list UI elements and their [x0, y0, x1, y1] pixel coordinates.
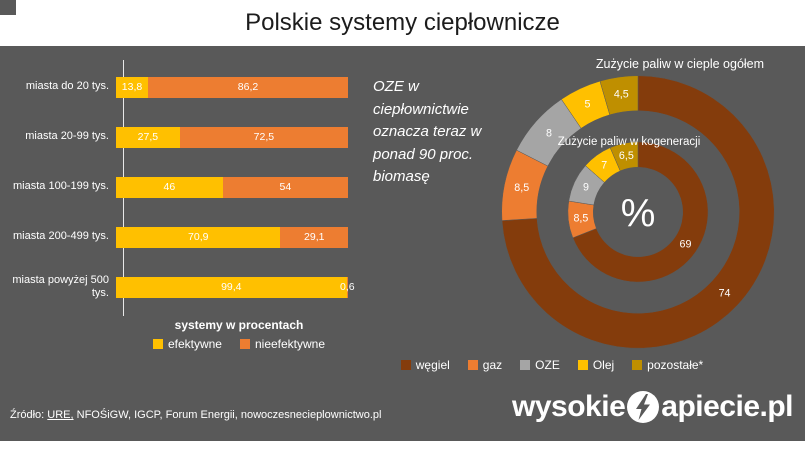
donut-legend-item: OZE: [520, 358, 560, 372]
bar-segment-efektywne: 27,5: [116, 126, 180, 148]
legend-swatch-Olej: [577, 360, 588, 370]
bar-row: miasta do 20 tys. 13,8 86,2: [8, 62, 364, 112]
donut-inner-title: Zużycie paliw w kogeneracji: [557, 136, 701, 148]
legend-item-nieefektywne: nieefektywne: [239, 337, 326, 351]
bar-value-label: 54: [279, 181, 292, 193]
bar-track: 46 54: [116, 176, 348, 198]
bottom-strip: [0, 441, 805, 449]
bar-chart: miasta do 20 tys. 13,8 86,2 miasta 20-99 ty…: [8, 56, 370, 356]
bar-segment-efektywne: 70,9: [116, 226, 281, 248]
bar-category-label: miasta 200-499 tys.: [13, 230, 109, 243]
legend-item-efektywne: efektywne: [152, 337, 222, 351]
donut-segment-węgiel: [501, 75, 775, 349]
bar-segment-efektywne: 46: [116, 176, 223, 198]
donut-legend-label: węgiel: [415, 358, 450, 372]
donut-segment-label: 69: [680, 238, 692, 250]
donut-segment-label: 7: [601, 160, 607, 172]
bar-chart-xlabel: systemy w procentach: [174, 318, 304, 332]
legend-label-nieefektywne: nieefektywne: [254, 337, 326, 351]
title-bar: Polskie systemy ciepłownicze: [0, 0, 805, 46]
lightning-circle-icon: [627, 391, 660, 423]
donut-segment-label: 4,5: [614, 88, 629, 100]
donut-legend-item: gaz: [467, 358, 503, 372]
donut-segment-węgiel: [572, 141, 709, 283]
bar-segment-efektywne: 99,4: [116, 276, 347, 298]
legend-swatch-pozostałe: [632, 360, 643, 370]
bar-value-label: 86,2: [237, 81, 259, 93]
bar-category-label: miasta powyżej 500 tys.: [12, 273, 109, 299]
bar-value-label: 70,9: [188, 231, 209, 243]
donut-segment-label: 9: [583, 182, 589, 194]
corner-decoration: [0, 0, 16, 15]
bar-track: 13,8 86,2: [116, 76, 348, 98]
bar-segment-nieefektywne: 0,6: [340, 276, 355, 298]
legend-label-efektywne: efektywne: [167, 337, 222, 351]
legend-swatch-nieefektywne: [239, 339, 250, 349]
bar-category-label: miasta do 20 tys.: [25, 80, 109, 93]
bar-segment-nieefektywne: 72,5: [179, 126, 348, 148]
legend-swatch-efektywne: [152, 339, 163, 349]
donut-legend-label: OZE: [535, 358, 560, 372]
bar-segment-nieefektywne: 54: [222, 176, 348, 198]
donut-center-label: %: [621, 192, 656, 235]
logo-text-left: wysokie: [512, 390, 626, 423]
donut-segment-pozostałe: [609, 141, 639, 172]
bar-rows: miasta do 20 tys. 13,8 86,2 miasta 20-99 ty…: [8, 62, 364, 312]
donut-segment-label: 6,5: [619, 150, 634, 162]
bar-category-label: miasta 100-199 tys.: [13, 180, 109, 193]
bar-row: miasta 100-199 tys. 46 54: [8, 162, 364, 212]
donut-segment-label: 8,5: [514, 182, 529, 194]
bar-segment-nieefektywne: 86,2: [148, 76, 348, 98]
bar-row: miasta powyżej 500 tys. 99,4 0,6: [8, 262, 364, 312]
bar-value-label: 72,5: [253, 131, 275, 143]
insight-text: OZE w ciepłownictwie oznacza teraz w pon…: [373, 78, 482, 185]
source-rest: NFOŚiGW, IGCP, Forum Energii, nowoczesne…: [73, 409, 382, 421]
donut-segment-label: 8: [546, 127, 552, 139]
bar-row: miasta 20-99 tys. 27,5 72,5: [8, 112, 364, 162]
donut-outer-title: Zużycie paliw w cieple ogółem: [595, 57, 765, 71]
donut-segment-label: 8,5: [573, 212, 588, 224]
donut-legend-item: pozostałe*: [632, 358, 703, 372]
bar-value-label: 46: [163, 181, 176, 193]
source-link-ure[interactable]: URE,: [47, 409, 74, 421]
brand-logo: wysokie apiecie.pl: [512, 390, 793, 424]
donut-segment-label: 5: [584, 99, 590, 111]
bar-track: 99,4 0,6: [116, 276, 355, 298]
donut-legend-item: węgiel: [400, 358, 450, 372]
bar-value-label: 0,6: [339, 281, 355, 293]
donut-legend-label: Olej: [592, 358, 615, 372]
donut-legend-item: Olej: [577, 358, 615, 372]
donut-svg: 74 8,5 8 5 4,5 69 8,5 97 6,5%: [501, 75, 775, 349]
bar-track: 70,9 29,1: [116, 226, 348, 248]
bar-track: 27,5 72,5: [116, 126, 348, 148]
bar-row: miasta 200-499 tys. 70,9 29,1: [8, 212, 364, 262]
bar-value-label: 27,5: [137, 131, 159, 143]
bar-category-label: miasta 20-99 tys.: [25, 130, 109, 143]
donut-legend-label: gaz: [482, 358, 503, 372]
legend-swatch-węgiel: [400, 360, 411, 370]
bar-value-label: 99,4: [221, 281, 242, 293]
source-note: Źródło: URE, NFOŚiGW, IGCP, Forum Energi…: [10, 409, 382, 421]
legend-swatch-OZE: [520, 360, 531, 370]
donut-legend: węgiel gaz OZE Olej pozostałe*: [352, 358, 752, 372]
donut-segment-label: 74: [719, 287, 731, 299]
bar-segment-efektywne: 13,8: [116, 76, 149, 98]
page-title: Polskie systemy ciepłownicze: [245, 9, 560, 36]
bar-value-label: 29,1: [304, 231, 325, 243]
donut-legend-label: pozostałe*: [647, 358, 704, 372]
bar-value-label: 13,8: [121, 81, 143, 93]
logo-text-right: apiecie.pl: [661, 390, 793, 423]
bar-segment-nieefektywne: 29,1: [280, 226, 348, 248]
legend-swatch-gaz: [467, 360, 478, 370]
source-prefix: Źródło:: [10, 409, 48, 421]
donut-segment-pozostałe: [599, 75, 639, 116]
bar-chart-legend: efektywne nieefektywne: [103, 337, 375, 351]
